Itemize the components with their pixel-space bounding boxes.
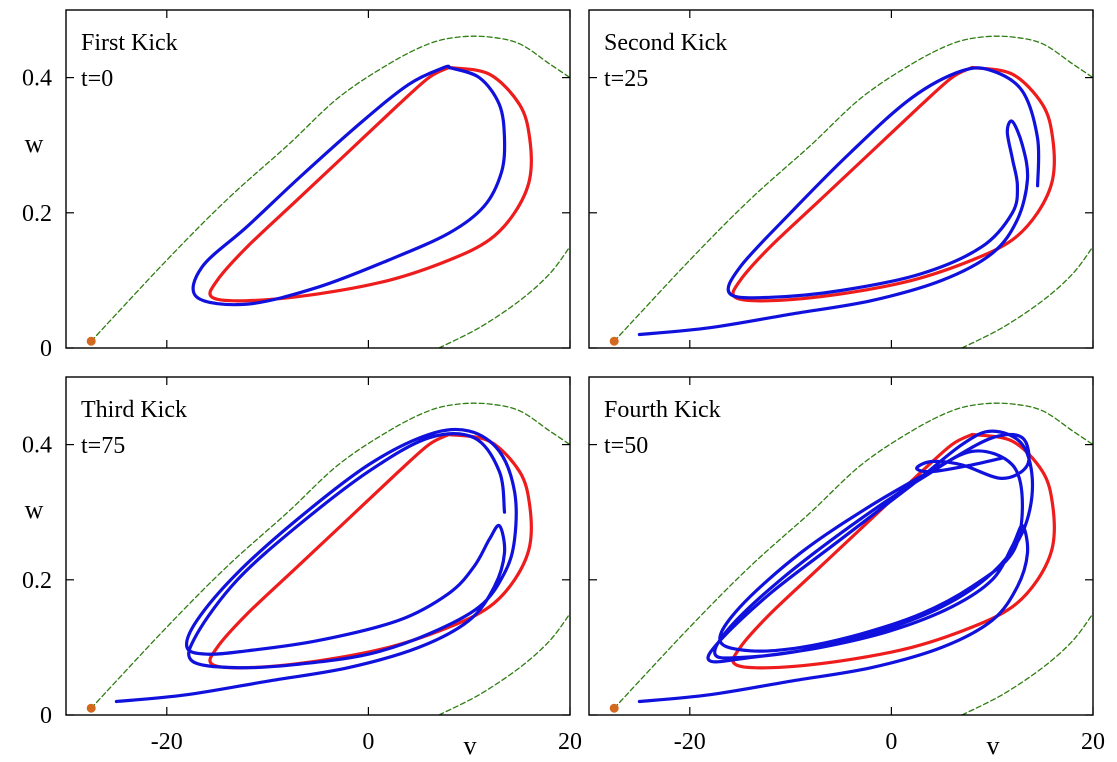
x-tick-label: 0	[362, 729, 374, 755]
panel-time-label: t=0	[81, 66, 113, 92]
panel-time-label: t=75	[81, 433, 125, 459]
panel-title: Second Kick	[604, 30, 727, 56]
plot-area	[613, 35, 1093, 348]
nullcline-line	[961, 612, 1093, 715]
fixed-point-marker	[86, 703, 96, 713]
y-tick-label: 0	[40, 703, 52, 729]
panel-frame	[588, 376, 1094, 716]
trajectory-line	[637, 66, 1041, 337]
nullcline-line	[438, 245, 570, 348]
nullcline-line	[961, 245, 1093, 348]
x-axis-label: v	[464, 731, 477, 760]
y-tick-label: 0.4	[22, 66, 52, 92]
nullcline-line	[613, 402, 1093, 709]
limit_cycle-line	[731, 432, 1056, 670]
limit_cycle-line	[731, 65, 1056, 303]
x-axis-label: v	[987, 731, 1000, 760]
x-tick-label: 0	[885, 729, 897, 755]
limit_cycle-line	[208, 65, 533, 303]
plot-area	[90, 35, 570, 348]
nullcline-line	[438, 612, 570, 715]
y-tick-label: 0.2	[22, 568, 52, 594]
plot-area	[613, 402, 1093, 715]
y-tick-label: 0.2	[22, 201, 52, 227]
fixed-point-marker	[609, 336, 619, 346]
panel-frame	[65, 9, 571, 349]
nullcline-line	[613, 35, 1093, 342]
panel-title: Fourth Kick	[604, 397, 721, 423]
panel-title: Third Kick	[81, 397, 187, 423]
fixed-point-marker	[86, 336, 96, 346]
panel-time-label: t=25	[604, 66, 648, 92]
panel-time-label: t=50	[604, 433, 648, 459]
y-tick-label: 0.4	[22, 433, 52, 459]
fixed-point-marker	[609, 703, 619, 713]
y-tick-label: 0	[40, 336, 52, 362]
trajectory-line	[191, 64, 507, 307]
x-tick-label: 20	[1081, 729, 1105, 755]
y-axis-label: w	[25, 129, 44, 158]
panel-frame	[588, 9, 1094, 349]
panel-frame	[65, 376, 571, 716]
panel-2: Second Kick t=25	[588, 9, 1094, 349]
panels-layer: 0 0.2 0.4 First Kick t=0 Second Kick t=25 -20 0 2…	[22, 9, 1105, 755]
panel-1: 0 0.2 0.4 First Kick t=0	[22, 9, 571, 362]
x-tick-label: 20	[558, 729, 582, 755]
trajectory-line	[637, 429, 1035, 704]
panel-3: -20 0 20 0 0.2 0.4 Third Kick t=75	[22, 376, 582, 755]
x-tick-label: -20	[674, 729, 706, 755]
panel-4: -20 0 20 Fourth Kick t=50	[588, 376, 1105, 755]
y-axis-label: w	[25, 495, 44, 524]
plot-area	[90, 402, 570, 715]
trajectory-line	[114, 427, 518, 704]
x-tick-label: -20	[151, 729, 183, 755]
nullcline-line	[90, 402, 570, 709]
nullcline-line	[90, 35, 570, 342]
panel-title: First Kick	[81, 30, 178, 56]
